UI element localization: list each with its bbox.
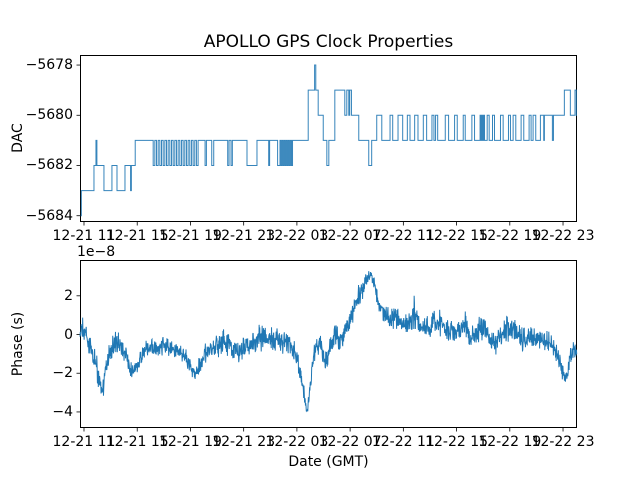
y-tick-label: −5680	[25, 107, 73, 124]
x-tick-label: 12-22 03	[265, 228, 329, 244]
dac-plot-svg	[76, 55, 577, 226]
x-tick-label: 12-22 15	[425, 434, 489, 450]
chart-title: APOLLO GPS Clock Properties	[203, 32, 454, 52]
x-tick-label: 12-22 11	[371, 228, 435, 244]
phase-plot-svg	[76, 260, 578, 432]
y-tick-label: 2	[64, 287, 73, 304]
phase-y-axis-label: Phase (s)	[10, 311, 26, 377]
y-tick-label: −5682	[25, 157, 73, 174]
phase-subplot: 12-21 11 12-21 15 12-21 19 12-21 23 12-22 03…	[52, 260, 594, 450]
x-axis-label: Date (GMT)	[288, 454, 369, 470]
phase-axis-offset-text: 1e−8	[77, 244, 116, 260]
x-tick-label: 12-22 23	[531, 434, 595, 450]
y-tick-label: −5678	[25, 57, 73, 74]
dac-subplot: 12-21 11 12-21 15 12-21 19 12-21 23 12-22 03…	[26, 55, 594, 244]
phase-series-line	[79, 271, 578, 413]
y-tick-label: −5684	[25, 207, 73, 224]
x-tick-label: 12-22 07	[318, 434, 382, 450]
y-tick-label: −2	[52, 365, 73, 382]
x-tick-label: 12-22 19	[478, 434, 542, 450]
x-tick-label: 12-22 11	[371, 434, 435, 450]
x-tick-label: 12-21 23	[212, 434, 276, 450]
x-tick-label: 12-22 15	[425, 228, 489, 244]
dac-axes-frame	[80, 55, 577, 222]
x-tick-label: 12-22 19	[478, 228, 542, 244]
phase-axes-frame	[80, 260, 577, 428]
x-tick-label: 12-22 23	[531, 228, 595, 244]
dac-series-line	[80, 64, 577, 217]
y-tick-label: 0	[64, 326, 73, 343]
x-tick-label: 12-21 23	[212, 228, 276, 244]
x-tick-label: 12-21 11	[52, 434, 116, 450]
x-tick-label: 12-21 19	[158, 434, 222, 450]
x-tick-label: 12-22 03	[265, 434, 329, 450]
x-tick-label: 12-21 19	[158, 228, 222, 244]
x-tick-label: 12-21 15	[105, 434, 169, 450]
x-tick-label: 12-22 07	[318, 228, 382, 244]
y-tick-label: −4	[52, 403, 73, 420]
x-tick-label: 12-21 15	[105, 228, 169, 244]
dac-y-axis-label: DAC	[10, 123, 26, 153]
x-tick-label: 12-21 11	[52, 228, 116, 244]
